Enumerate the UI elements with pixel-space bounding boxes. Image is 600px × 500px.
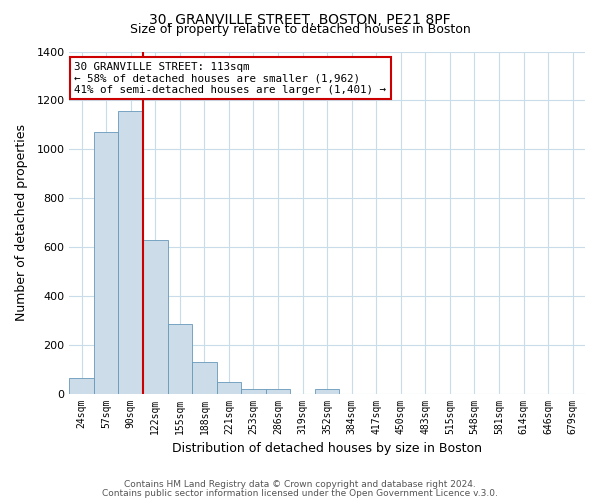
Bar xyxy=(241,388,266,394)
Bar xyxy=(266,388,290,394)
Bar xyxy=(143,240,167,394)
Text: Size of property relative to detached houses in Boston: Size of property relative to detached ho… xyxy=(130,22,470,36)
Bar xyxy=(118,112,143,394)
Text: Contains HM Land Registry data © Crown copyright and database right 2024.: Contains HM Land Registry data © Crown c… xyxy=(124,480,476,489)
Text: 30, GRANVILLE STREET, BOSTON, PE21 8PF: 30, GRANVILLE STREET, BOSTON, PE21 8PF xyxy=(149,12,451,26)
Bar xyxy=(217,382,241,394)
X-axis label: Distribution of detached houses by size in Boston: Distribution of detached houses by size … xyxy=(172,442,482,455)
Bar xyxy=(167,324,192,394)
Bar xyxy=(315,389,340,394)
Bar xyxy=(192,362,217,394)
Text: 30 GRANVILLE STREET: 113sqm
← 58% of detached houses are smaller (1,962)
41% of : 30 GRANVILLE STREET: 113sqm ← 58% of det… xyxy=(74,62,386,95)
Y-axis label: Number of detached properties: Number of detached properties xyxy=(15,124,28,321)
Bar xyxy=(70,378,94,394)
Bar xyxy=(94,132,118,394)
Text: Contains public sector information licensed under the Open Government Licence v.: Contains public sector information licen… xyxy=(102,488,498,498)
